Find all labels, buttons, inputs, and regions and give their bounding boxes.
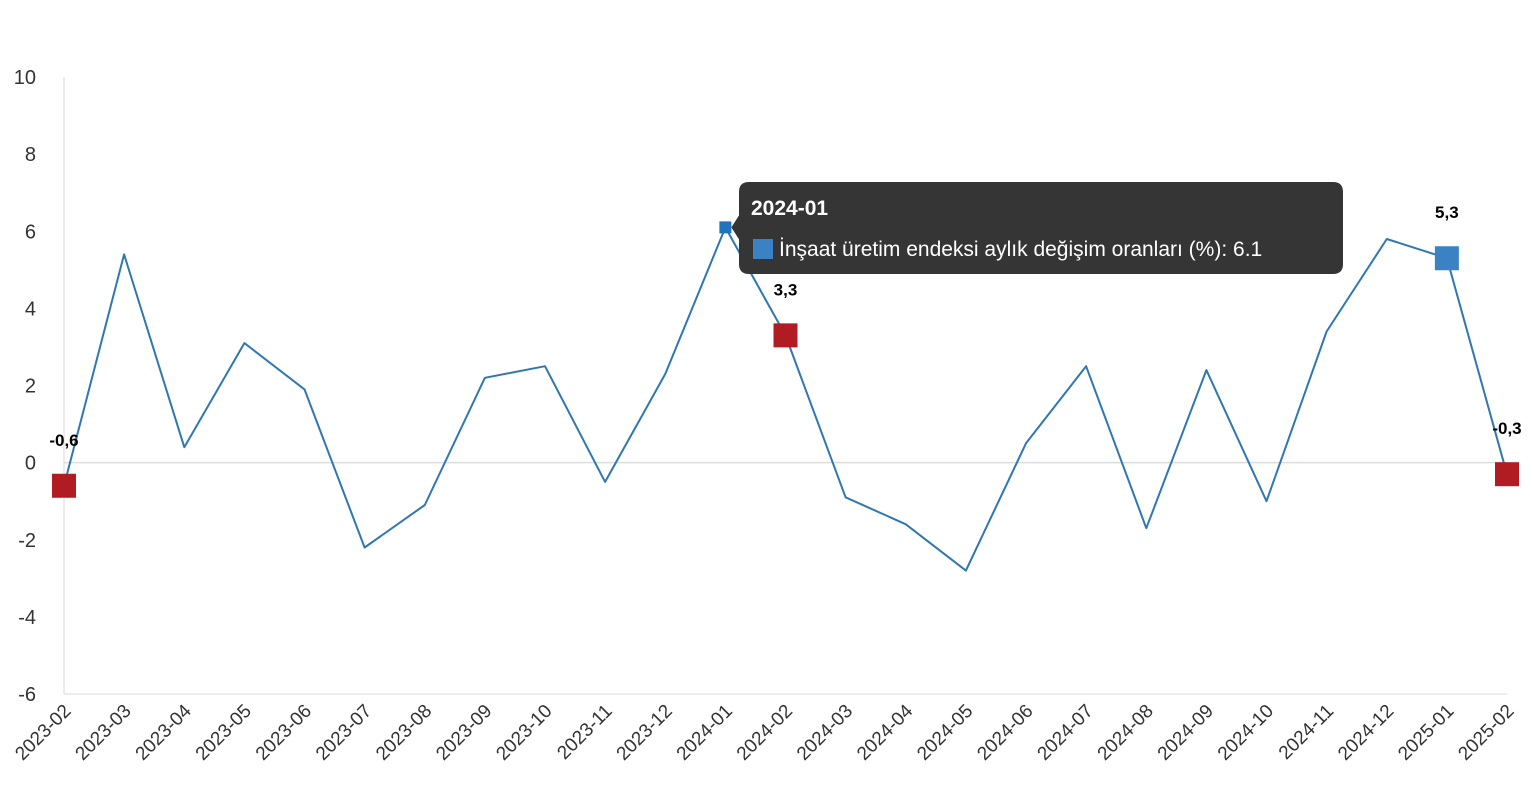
y-tick-label: -4 <box>18 607 36 629</box>
highlight-marker <box>1495 462 1519 486</box>
x-tick-label: 2023-02 <box>11 701 75 765</box>
x-tick-label: 2023-07 <box>312 701 376 765</box>
x-tick-label: 2023-06 <box>252 701 316 765</box>
x-tick-label: 2024-12 <box>1334 701 1398 765</box>
y-tick-label: 2 <box>25 376 36 398</box>
x-tick-label: 2023-05 <box>192 701 256 765</box>
y-tick-label: 0 <box>25 453 36 475</box>
x-tick-label: 2023-04 <box>132 700 196 764</box>
y-tick-label: 10 <box>14 67 36 89</box>
x-tick-label: 2024-09 <box>1154 701 1218 765</box>
x-tick-label: 2023-11 <box>553 701 616 764</box>
x-tick-label: 2024-10 <box>1214 701 1278 765</box>
chart-axes <box>64 77 1507 694</box>
y-tick-label: 4 <box>25 298 36 320</box>
x-tick-label: 2024-01 <box>673 701 737 765</box>
x-tick-label: 2024-04 <box>853 700 917 764</box>
x-tick-label: 2024-03 <box>793 701 857 765</box>
y-axis-ticks: -6 -4 -2 0 2 4 6 8 10 <box>14 67 36 706</box>
x-tick-label: 2023-09 <box>432 701 496 765</box>
x-tick-label: 2024-02 <box>733 701 797 765</box>
tooltip-title: 2024-01 <box>751 197 828 220</box>
highlight-marker <box>1435 246 1459 270</box>
x-tick-label: 2025-01 <box>1394 701 1458 765</box>
series-layer <box>64 227 1507 570</box>
x-axis-ticks: 2023-022023-032023-042023-052023-062023-… <box>11 700 1518 764</box>
tooltip-series-swatch <box>753 239 773 259</box>
tooltip: 2024-01 İnşaat üretim endeksi aylık deği… <box>731 182 1343 274</box>
tooltip-text: İnşaat üretim endeksi aylık değişim oran… <box>779 238 1262 261</box>
y-tick-label: -6 <box>18 684 36 706</box>
x-tick-label: 2024-07 <box>1034 701 1098 765</box>
data-label: 3,3 <box>774 280 798 299</box>
y-tick-label: 8 <box>25 144 36 166</box>
y-tick-label: 6 <box>25 221 36 243</box>
data-label: -0,6 <box>49 431 78 450</box>
x-tick-label: 2025-02 <box>1454 701 1518 765</box>
x-tick-label: 2023-10 <box>492 701 556 765</box>
x-tick-label: 2024-06 <box>973 701 1037 765</box>
series-line <box>64 227 1507 570</box>
highlight-marker <box>52 474 76 498</box>
highlight-marker <box>774 323 798 347</box>
x-tick-label: 2024-11 <box>1275 701 1338 764</box>
x-tick-label: 2023-08 <box>372 701 436 765</box>
x-tick-label: 2023-12 <box>613 701 677 765</box>
data-label: -0,3 <box>1492 419 1521 438</box>
x-tick-label: 2023-03 <box>72 701 136 765</box>
x-tick-label: 2024-05 <box>913 701 977 765</box>
hovered-point-marker <box>719 221 731 233</box>
data-label: 5,3 <box>1435 203 1459 222</box>
x-tick-label: 2024-08 <box>1094 701 1158 765</box>
y-tick-label: -2 <box>18 530 36 552</box>
